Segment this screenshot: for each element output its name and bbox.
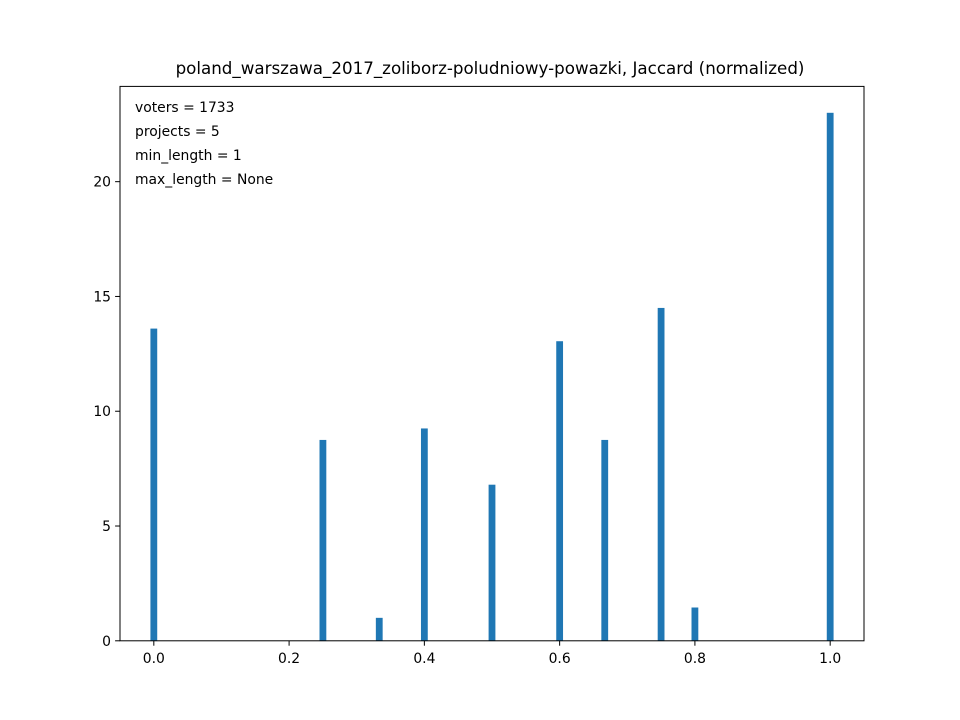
- x-tick-label: 0.8: [684, 651, 706, 667]
- chart-title: poland_warszawa_2017_zoliborz-poludniowy…: [176, 58, 805, 79]
- histogram-bar: [691, 607, 699, 641]
- y-tick-label: 0: [102, 634, 111, 650]
- annotation-projects: projects = 5: [135, 124, 220, 140]
- y-tick-label: 5: [102, 519, 111, 535]
- x-axis: 0.0 0.2 0.4 0.6 0.8 1.0: [143, 640, 841, 667]
- y-axis: 0 5 10 15 20: [93, 175, 120, 650]
- annotation-max-length: max_length = None: [135, 172, 273, 188]
- histogram-bar: [826, 112, 834, 641]
- histogram-bar: [657, 307, 665, 641]
- histogram-bar: [420, 428, 428, 641]
- histogram-bar: [319, 439, 327, 641]
- y-tick-label: 15: [93, 289, 111, 305]
- bars-group: [150, 112, 834, 641]
- x-tick-label: 0.6: [549, 651, 571, 667]
- histogram-bar: [150, 328, 158, 641]
- annotation-voters: voters = 1733: [135, 100, 234, 116]
- plot-frame: [119, 85, 865, 642]
- histogram-bar: [488, 484, 496, 641]
- histogram-bar: [556, 341, 564, 641]
- stats-annotations: voters = 1733 projects = 5 min_length = …: [135, 100, 273, 188]
- x-tick-label: 0.0: [143, 651, 165, 667]
- x-tick-label: 0.2: [278, 651, 300, 667]
- y-tick-label: 20: [93, 175, 111, 191]
- annotation-min-length: min_length = 1: [135, 148, 242, 164]
- histogram-bar: [375, 617, 383, 641]
- x-tick-label: 1.0: [819, 651, 841, 667]
- histogram-bar: [601, 439, 609, 641]
- y-tick-label: 10: [93, 404, 111, 420]
- x-tick-label: 0.4: [413, 651, 435, 667]
